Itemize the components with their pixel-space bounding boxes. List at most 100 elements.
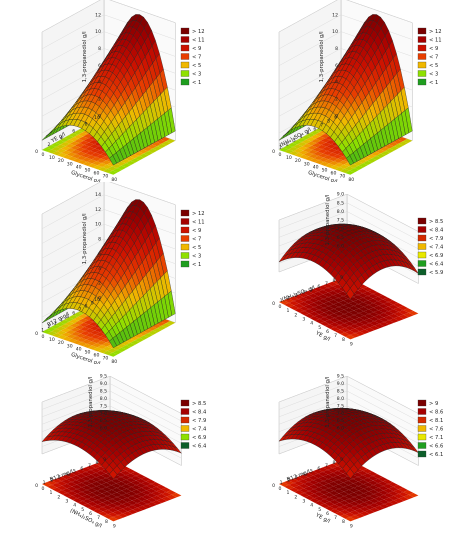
contour-cell	[101, 160, 112, 165]
contour-cell	[96, 154, 106, 159]
surface-chart-2: 01020304050607080012345678902468101214Gl…	[272, 0, 442, 182]
contour-cell	[345, 512, 356, 517]
legend-swatch	[180, 70, 190, 77]
contour-cell	[363, 482, 374, 487]
legend-swatch	[180, 425, 190, 432]
contour-cell	[314, 500, 325, 506]
contour-cell	[398, 496, 409, 502]
contour-cell	[143, 333, 154, 338]
legend-swatch	[180, 27, 190, 35]
z-tick-label: 0	[335, 113, 338, 119]
contour-cell	[47, 484, 58, 490]
contour-cell	[329, 165, 340, 170]
contour-cell	[42, 147, 52, 152]
z-tick-label: 6.0	[100, 426, 107, 432]
contour-cell	[96, 479, 107, 485]
contour-cell	[339, 164, 349, 169]
contour-cell	[303, 477, 314, 482]
contour-cell	[87, 341, 97, 346]
contour-cell	[313, 487, 324, 492]
x-tick-label: 3	[302, 316, 305, 322]
x-tick-label: 9	[350, 523, 353, 529]
contour-cell	[314, 309, 325, 315]
x-tick-label: 30	[67, 343, 73, 349]
contour-cell	[103, 350, 113, 356]
contour-cell	[116, 486, 127, 491]
contour-cell	[374, 319, 385, 324]
contour-cell	[97, 507, 108, 512]
contour-cell	[378, 303, 389, 309]
contour-cell	[358, 484, 369, 489]
contour-cell	[345, 170, 355, 175]
contour-cell	[73, 312, 83, 317]
contour-cell	[67, 495, 78, 501]
z-gridline	[41, 390, 182, 429]
contour-cell	[55, 144, 66, 149]
legend-swatch	[417, 433, 427, 441]
contour-cell	[302, 143, 312, 149]
contour-cell	[313, 305, 324, 310]
contour-cell	[92, 499, 103, 505]
contour-cell	[354, 499, 365, 505]
contour-cell	[335, 167, 345, 172]
z-tick-label: 9.0	[337, 192, 344, 198]
contour-cell	[52, 333, 62, 338]
contour-cell	[111, 478, 122, 484]
contour-cell	[86, 479, 97, 484]
y-tick-label: 0	[35, 331, 38, 337]
legend-swatch	[180, 218, 190, 225]
contour-cell	[308, 298, 319, 303]
contour-cell	[76, 469, 86, 474]
contour-cell	[368, 312, 379, 317]
contour-cell	[319, 489, 330, 495]
x-tick-label: 20	[295, 158, 301, 164]
contour-cell	[378, 494, 389, 500]
contour-cell	[55, 326, 66, 331]
contour-cell	[80, 331, 91, 336]
contour-cell	[308, 480, 319, 485]
x-tick-label: 7	[97, 515, 100, 521]
contour-cell	[111, 487, 122, 493]
contour-cell	[107, 494, 118, 499]
x-tick-label: 7	[334, 515, 337, 521]
z-gridline	[41, 0, 176, 33]
x-tick-label: 0	[279, 152, 282, 158]
x-tick-label: 0	[42, 152, 45, 158]
y-tick-label: 9	[103, 457, 106, 463]
contour-cell	[287, 142, 298, 147]
contour-cell	[151, 486, 162, 492]
contour-cell	[64, 135, 74, 140]
z-tick-label: 2	[335, 97, 338, 103]
x-tick-label: 50	[85, 168, 91, 174]
contour-cell	[328, 299, 339, 305]
contour-cell	[87, 345, 98, 350]
contour-cell	[298, 474, 309, 480]
contour-cell	[147, 502, 158, 507]
contour-cell	[77, 491, 88, 497]
contour-cell	[358, 493, 369, 498]
y-tick-label: 2	[47, 142, 50, 148]
contour-cell	[76, 333, 86, 338]
response-surface	[41, 410, 182, 480]
contour-cell	[364, 504, 375, 510]
contour-cell	[357, 293, 368, 298]
contour-cell	[357, 475, 368, 480]
contour-cell	[393, 143, 404, 149]
contour-cell	[130, 471, 141, 477]
contour-cell	[83, 134, 93, 139]
contour-cell	[344, 321, 355, 326]
contour-cell	[319, 494, 330, 500]
contour-cell	[171, 492, 182, 498]
contour-cell	[319, 312, 330, 318]
z-tick-label: 4	[98, 266, 101, 272]
x-tick-label: 2	[294, 494, 297, 500]
contour-cell	[86, 474, 97, 480]
legend-label: < 6.6	[429, 444, 443, 450]
contour-cell	[101, 478, 112, 483]
contour-cell	[323, 292, 334, 298]
z-tick-label: 7.5	[337, 218, 344, 224]
z-tick-label: 8.0	[100, 396, 107, 402]
contour-cell	[309, 158, 320, 163]
contour-cell	[85, 332, 96, 338]
z-tick-label: 0	[98, 295, 101, 301]
